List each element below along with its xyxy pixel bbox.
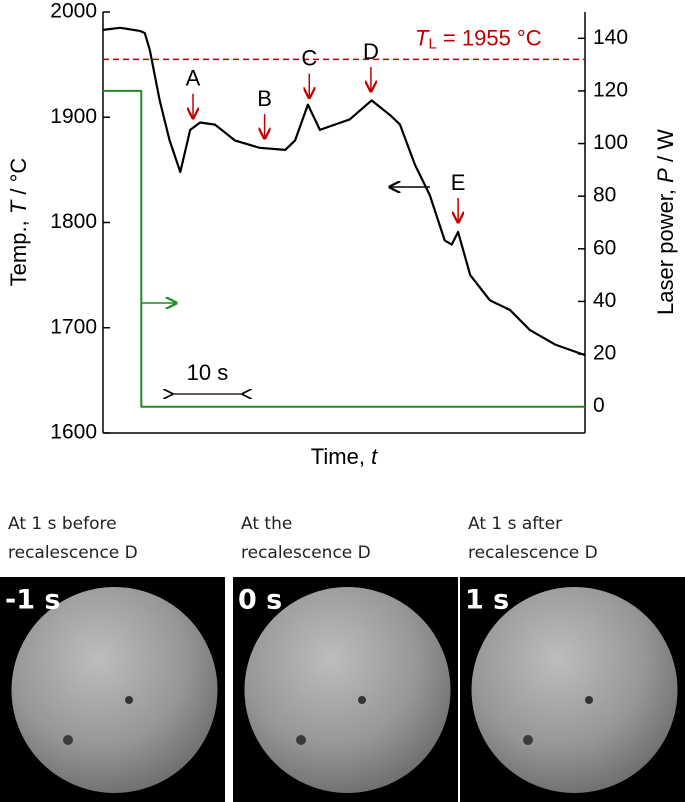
panel-caption: recalescence D <box>241 543 371 563</box>
label-part: P <box>653 168 678 183</box>
spot <box>585 696 593 704</box>
panel-label: 0 s <box>238 585 282 616</box>
y2-tick-label: 120 <box>593 78 628 101</box>
chart: Time, t Temp., T / °C Laser power, P / W… <box>6 0 678 469</box>
panel-caption: At the <box>241 514 292 534</box>
spot <box>296 735 306 745</box>
y-axis-label: Temp., T / °C <box>6 158 31 287</box>
annotation-label: D <box>363 39 379 64</box>
y2-tick-label: 40 <box>593 289 616 312</box>
y2-tick-label: 80 <box>593 184 616 207</box>
annotation-label: E <box>451 170 466 195</box>
data-line <box>103 89 585 408</box>
label-part: Temp., <box>6 214 31 286</box>
data-line <box>102 26 586 357</box>
y2-tick-label: 60 <box>593 236 616 259</box>
panel-caption: At 1 s after <box>468 514 562 534</box>
label-part: T <box>415 25 430 50</box>
y-tick-label: 1600 <box>50 421 97 444</box>
spot <box>358 696 366 704</box>
spot <box>523 735 533 745</box>
annotation-label: C <box>301 45 317 70</box>
spot <box>125 696 133 704</box>
label-part: L <box>428 35 436 52</box>
y2-tick-label: 20 <box>593 342 616 365</box>
y2-tick-label: 100 <box>593 131 628 154</box>
label-part: T <box>6 199 31 214</box>
scale-bar-label: 10 s <box>187 360 229 385</box>
spot <box>63 735 73 745</box>
label-part: / °C <box>6 158 31 201</box>
annotation-label: A <box>186 66 201 91</box>
panels: At 1 s before recalescence D -1 s At the rec… <box>0 514 685 802</box>
label-part: Laser power, <box>653 183 678 315</box>
y-tick-label: 1700 <box>50 315 97 338</box>
panel-caption: recalescence D <box>8 543 138 563</box>
label-part: / W <box>653 129 678 168</box>
panel-caption: recalescence D <box>468 543 598 563</box>
panel-caption: At 1 s before <box>8 514 117 534</box>
y2-tick-label: 140 <box>593 26 628 49</box>
label-part: = 1955 °C <box>437 25 542 50</box>
y-tick-label: 2000 <box>50 0 97 23</box>
y2-tick-label: 0 <box>593 394 605 417</box>
sample-disc <box>471 587 678 793</box>
x-axis-label: Time, t <box>311 444 378 469</box>
sample-disc <box>244 587 451 793</box>
sample-disc <box>11 587 218 793</box>
label-part: Time, <box>311 444 371 469</box>
y2-axis-label: Laser power, P / W <box>653 129 678 315</box>
reference-label: TL = 1955 °C <box>415 25 542 52</box>
y-tick-label: 1900 <box>50 105 97 128</box>
panel-label: -1 s <box>5 585 60 616</box>
label-part: t <box>371 444 378 469</box>
y-tick-label: 1800 <box>50 210 97 233</box>
panel-label: 1 s <box>465 585 509 616</box>
annotation-label: B <box>257 86 272 111</box>
